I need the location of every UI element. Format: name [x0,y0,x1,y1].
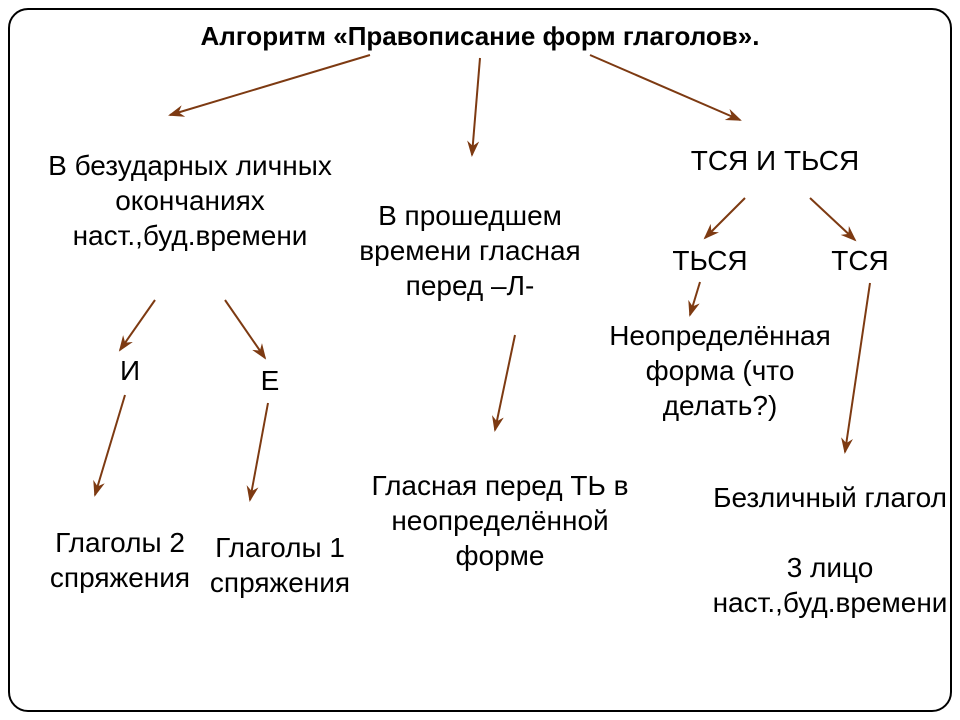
vowel-i: И [100,353,160,388]
branch-unstressed: В безударных личных окончаниях наст.,буд… [40,148,340,253]
branch-tsya: ТСЯ И ТЬСЯ [675,143,875,178]
conjugation-2: Глаголы 2 спряжения [30,525,210,595]
impersonal-verb: Безличный глагол 3 лицо наст.,буд.времен… [700,480,960,620]
infinitive-form: Неопределённая форма (что делать?) [590,318,850,423]
branch-past-tense: В прошедшем времени гласная перед –Л- [355,198,585,303]
diagram-title: Алгоритм «Правописание форм глаголов». [130,20,830,53]
vowel-e: Е [240,363,300,398]
tsya-soft: ТЬСЯ [650,243,770,278]
tsya: ТСЯ [800,243,920,278]
vowel-before-t: Гласная перед ТЬ в неопределённой форме [370,468,630,573]
conjugation-1: Глаголы 1 спряжения [190,530,370,600]
